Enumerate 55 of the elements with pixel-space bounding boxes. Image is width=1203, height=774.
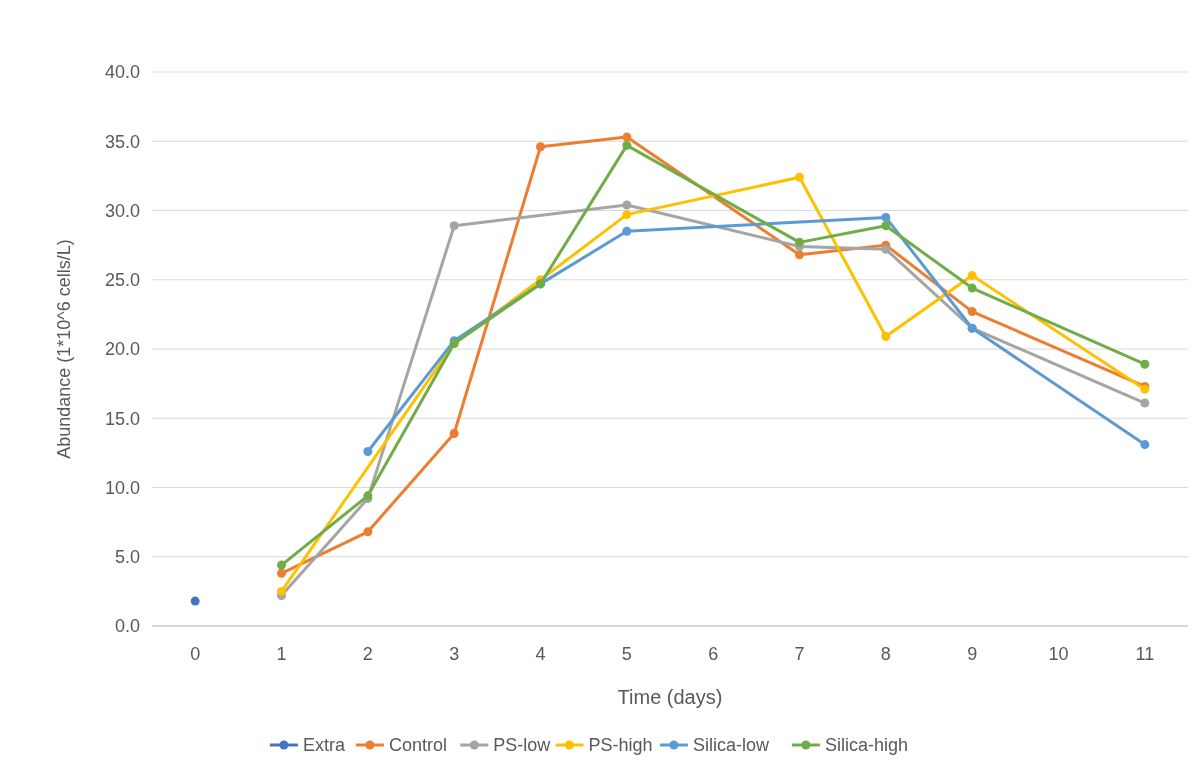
- x-tick-label: 5: [621, 644, 632, 664]
- point: [277, 586, 286, 596]
- point: [967, 283, 977, 293]
- point: [277, 560, 286, 570]
- y-tick-label: 35.0: [104, 131, 140, 152]
- y-tick-label: 25.0: [104, 270, 140, 291]
- y-tick-label: 40.0: [104, 62, 140, 83]
- point: [881, 221, 891, 231]
- legend-label: PS-high: [588, 735, 653, 756]
- point: [536, 142, 545, 152]
- y-tick-label: 10.0: [104, 477, 140, 498]
- x-tick-label: 10: [1048, 644, 1069, 664]
- x-tick-label: 0: [190, 644, 201, 664]
- legend-label: Silica-low: [692, 735, 770, 756]
- point: [622, 200, 632, 210]
- point: [1140, 359, 1150, 369]
- point: [795, 250, 804, 260]
- x-axis-title: Time (days): [617, 686, 723, 708]
- point: [795, 172, 804, 182]
- y-tick-label: 15.0: [104, 408, 140, 429]
- x-tick-label: 4: [535, 644, 546, 664]
- point: [277, 568, 286, 578]
- legend-label: Extra: [302, 735, 346, 756]
- point: [622, 226, 632, 236]
- y-tick-label: 20.0: [104, 339, 140, 360]
- x-tick-label: 11: [1135, 644, 1155, 664]
- y-tick-label: 5.0: [114, 547, 140, 568]
- x-tick-label: 9: [967, 644, 978, 664]
- point: [363, 446, 373, 456]
- legend-label: Silica-high: [824, 735, 908, 756]
- point: [1140, 440, 1150, 450]
- point: [1140, 398, 1150, 408]
- x-tick-label: 7: [794, 644, 805, 664]
- point: [881, 244, 891, 254]
- y-tick-label: 0.0: [114, 616, 140, 637]
- point: [622, 132, 632, 142]
- point: [449, 221, 459, 231]
- legend-label: Control: [388, 735, 447, 756]
- x-tick-label: 6: [708, 644, 719, 664]
- point: [795, 237, 804, 247]
- point: [622, 140, 632, 150]
- point: [881, 332, 891, 342]
- point: [449, 428, 459, 438]
- legend-label: PS-low: [493, 735, 552, 756]
- x-tick-label: 1: [276, 644, 287, 664]
- y-axis-title: Abundance (1*10^6 cells/L): [54, 239, 74, 459]
- point: [967, 307, 977, 317]
- point: [363, 527, 373, 537]
- y-tick-label: 30.0: [104, 200, 140, 221]
- point: [622, 210, 632, 220]
- point: [881, 212, 891, 222]
- point: [967, 271, 977, 281]
- x-tick-label: 2: [362, 644, 373, 664]
- x-tick-label: 8: [880, 644, 891, 664]
- x-tick-label: 3: [449, 644, 460, 664]
